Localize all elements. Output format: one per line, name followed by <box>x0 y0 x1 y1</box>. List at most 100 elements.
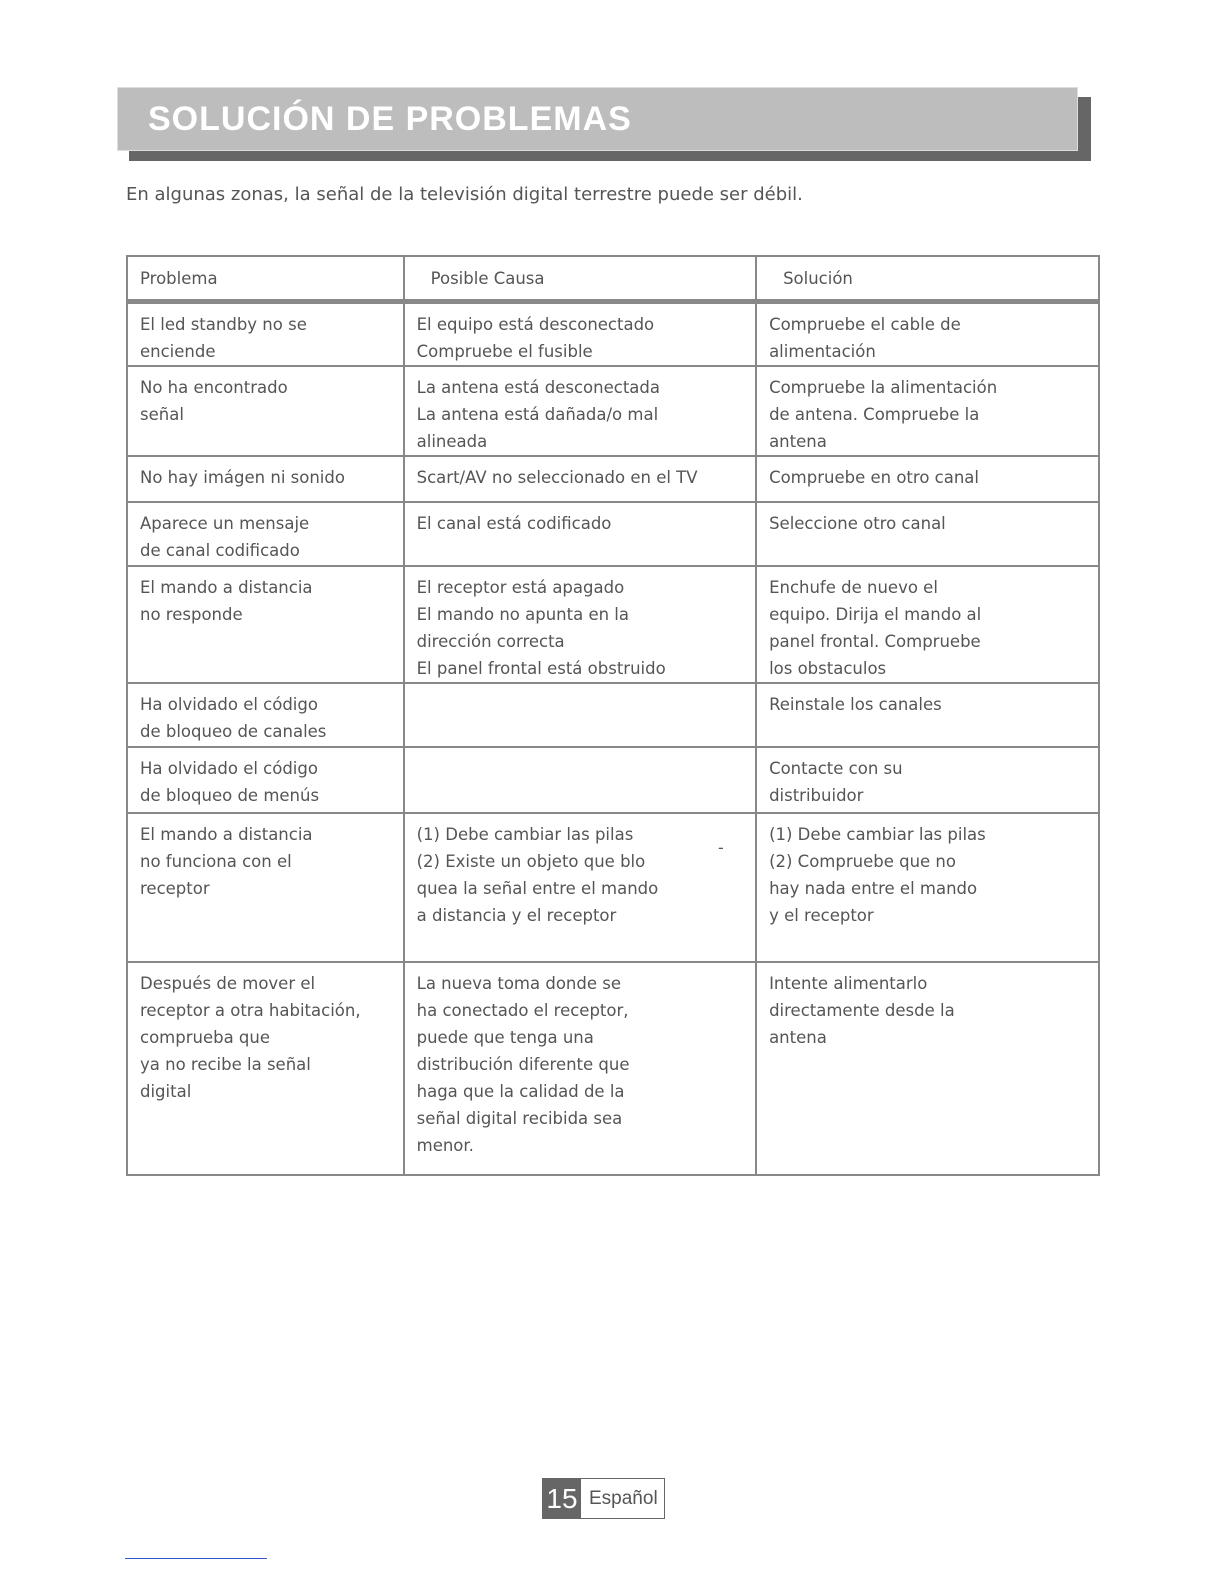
cell-line: No ha encontrado <box>140 377 288 397</box>
problem-cell: Después de mover el receptor a otra habit… <box>126 960 405 1176</box>
cell-line: La antena está desconectada <box>416 377 660 397</box>
solution-cell: Seleccione otro canal <box>755 500 1100 567</box>
cell-line: de bloqueo de canales <box>140 721 327 741</box>
cell-line: hay nada entre el mando <box>769 878 978 898</box>
cell-line: alineada <box>416 431 488 451</box>
cell-line: de bloqueo de menús <box>140 785 320 805</box>
intro-text: En algunas zonas, la señal de la televis… <box>126 184 803 205</box>
cause-cell: El canal está codificado <box>402 500 758 567</box>
cell-line: receptor a otra habitación, <box>140 1000 361 1020</box>
cell-line: No hay imágen ni sonido <box>140 467 345 487</box>
cause-cell: Scart/AV no seleccionado en el TV <box>402 454 758 503</box>
cell-line: Aparece un mensaje <box>140 513 310 533</box>
cell-line: señal <box>140 404 184 424</box>
problem-cell: No hay imágen ni sonido <box>126 454 405 503</box>
table-header-row: Problema Posible Causa Solución <box>126 255 1100 304</box>
cell-line: Ha olvidado el código <box>140 694 318 714</box>
cell-line: directamente desde la <box>769 1000 955 1020</box>
cell-line: a distancia y el receptor <box>416 905 617 925</box>
table-row: No hay imágen ni sonido Scart/AV no selec… <box>126 454 1100 503</box>
cell-line: quea la señal entre el mando <box>416 878 659 898</box>
cell-line: ya no recibe la señal <box>140 1054 311 1074</box>
cell-line: Compruebe en otro canal <box>769 467 980 487</box>
header-cause: Posible Causa <box>402 255 758 304</box>
problem-cell: El mando a distancia no responde <box>126 564 405 684</box>
cell-line: El mando a distancia <box>140 577 313 597</box>
title-banner: SOLUCIÓN DE PROBLEMAS <box>117 87 1078 151</box>
language-label: Español <box>589 1488 658 1509</box>
cell-line: El equipo está desconectado <box>416 314 655 334</box>
solution-cell: Enchufe de nuevo el equipo. Dirija el man… <box>755 564 1100 684</box>
cell-line: (1) Debe cambiar las pilas <box>769 824 986 844</box>
cell-line: El mando no apunta en la <box>416 604 630 624</box>
cell-line: Compruebe el fusible <box>416 341 593 361</box>
page-title: SOLUCIÓN DE PROBLEMAS <box>148 100 632 138</box>
cell-line: digital <box>140 1081 192 1101</box>
table-row: No ha encontrado señal La antena está desc… <box>126 364 1100 457</box>
cause-cell: El equipo está desconectado Compruebe el … <box>402 300 758 367</box>
cell-line: distribución diferente que <box>416 1054 630 1074</box>
cell-line: distribuidor <box>769 785 864 805</box>
cell-line: Compruebe el cable de <box>769 314 961 334</box>
cell-line: de antena. Compruebe la <box>769 404 980 424</box>
cell-line: (2) Existe un objeto que blo <box>416 851 646 871</box>
cell-line: (1) Debe cambiar las pilas <box>416 824 634 844</box>
cause-cell: (1) Debe cambiar las pilas (2) Existe un … <box>402 811 758 963</box>
table-row: Aparece un mensaje de canal codificado El … <box>126 500 1100 567</box>
cell-line: Scart/AV no seleccionado en el TV <box>416 467 698 487</box>
table-row: Ha olvidado el código de bloqueo de menús… <box>126 745 1100 814</box>
cause-cell <box>402 681 758 748</box>
header-solution: Solución <box>755 255 1100 304</box>
cause-cell: La nueva toma donde se ha conectado el re… <box>402 960 758 1176</box>
header-problem: Problema <box>126 255 405 304</box>
problem-cell: El led standby no se enciende <box>126 300 405 367</box>
problem-cell: Ha olvidado el código de bloqueo de menús <box>126 745 405 814</box>
problem-cell: El mando a distancia no funciona con el re… <box>126 811 405 963</box>
cell-line: El led standby no se <box>140 314 307 334</box>
cause-cell: La antena está desconectada La antena est… <box>402 364 758 457</box>
page-footer: 15 Español <box>542 1478 665 1519</box>
cell-line: haga que la calidad de la <box>416 1081 625 1101</box>
solution-cell: Reinstale los canales <box>755 681 1100 748</box>
cell-line: señal digital recibida sea <box>416 1108 623 1128</box>
table-row: El led standby no se enciende El equipo es… <box>126 300 1100 367</box>
cell-line: dirección correcta <box>416 631 565 651</box>
solution-cell: Compruebe en otro canal <box>755 454 1100 503</box>
problem-cell: Ha olvidado el código de bloqueo de canal… <box>126 681 405 748</box>
cell-line: receptor <box>140 878 210 898</box>
cell-line: El mando a distancia <box>140 824 313 844</box>
solution-cell: Compruebe la alimentación de antena. Comp… <box>755 364 1100 457</box>
cell-line: y el receptor <box>769 905 874 925</box>
cell-line: La nueva toma donde se <box>416 973 621 993</box>
cell-line: alimentación <box>769 341 876 361</box>
cell-line: Después de mover el <box>140 973 316 993</box>
cell-line: no funciona con el <box>140 851 292 871</box>
cell-line: enciende <box>140 341 216 361</box>
cell-line: Compruebe la alimentación <box>769 377 998 397</box>
solution-cell: (1) Debe cambiar las pilas (2) Compruebe … <box>755 811 1100 963</box>
cell-line: Enchufe de nuevo el <box>769 577 938 597</box>
cell-line: Ha olvidado el código <box>140 758 318 778</box>
cell-line: Contacte con su <box>769 758 903 778</box>
cell-line: antena <box>769 1027 827 1047</box>
cell-line: Seleccione otro canal <box>769 513 946 533</box>
solution-cell: Intente alimentarlo directamente desde la… <box>755 960 1100 1176</box>
cell-line: (2) Compruebe que no <box>769 851 956 871</box>
cause-cell <box>402 745 758 814</box>
stray-hyphen: - <box>718 838 724 857</box>
cell-line: los obstaculos <box>769 658 887 678</box>
solution-cell: Compruebe el cable de alimentación <box>755 300 1100 367</box>
cell-line: El panel frontal está obstruido <box>416 658 666 678</box>
solution-cell: Contacte con su distribuidor <box>755 745 1100 814</box>
troubleshooting-table: Problema Posible Causa Solución El led s… <box>126 255 1100 1176</box>
cell-line: no responde <box>140 604 243 624</box>
cell-line: puede que tenga una <box>416 1027 594 1047</box>
cause-cell: El receptor está apagado El mando no apun… <box>402 564 758 684</box>
cell-line: La antena está dañada/o mal <box>416 404 659 424</box>
cell-line: El receptor está apagado <box>416 577 625 597</box>
cell-line: menor. <box>416 1135 474 1155</box>
problem-cell: Aparece un mensaje de canal codificado <box>126 500 405 567</box>
cell-line: antena <box>769 431 827 451</box>
table-row: Después de mover el receptor a otra habit… <box>126 960 1100 1176</box>
